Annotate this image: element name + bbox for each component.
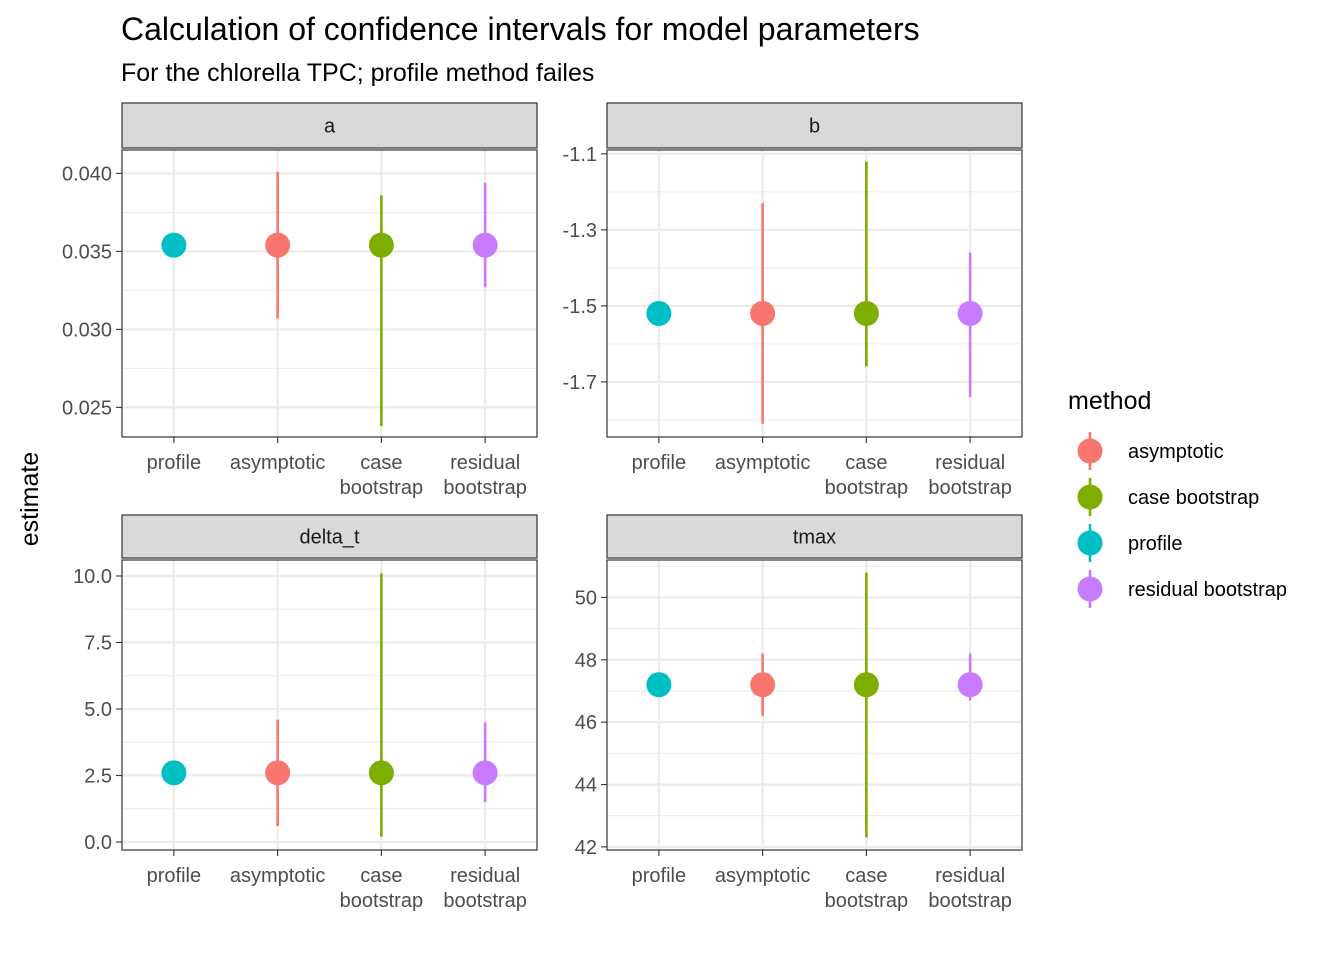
x-tick-label: residual bootstrap <box>443 865 526 912</box>
panel-background <box>607 560 1022 850</box>
facet-panels: a 0.025 0.030 0.035 0.040 profile asymptotic ca… <box>62 102 1023 912</box>
estimate-point-asymptotic <box>265 232 291 258</box>
x-tick-label: case bootstrap <box>825 452 908 499</box>
panel-border <box>606 559 1023 851</box>
facet-delta_t: delta_t 0.0 2.5 5.0 7.5 10.0 profile asymptotic… <box>73 514 538 912</box>
estimate-point-asymptotic <box>750 672 776 698</box>
panel-border <box>121 559 538 851</box>
x-tick-label: asymptotic <box>715 452 811 474</box>
x-tick-label: residual bootstrap <box>928 452 1011 499</box>
y-tick-label: 10.0 <box>73 566 112 588</box>
facet-a: a 0.025 0.030 0.035 0.040 profile asymptotic ca… <box>62 102 538 499</box>
legend-label: case bootstrap <box>1128 487 1259 509</box>
panel-background <box>122 150 537 437</box>
facet-strip-label: b <box>809 116 820 138</box>
estimate-point-profile <box>161 760 187 786</box>
estimate-point-residual-bootstrap <box>472 760 498 786</box>
y-tick-label: -1.5 <box>563 296 597 318</box>
panel-background <box>607 150 1022 437</box>
estimate-point-case-bootstrap <box>368 232 394 258</box>
legend: method asymptotic case bootstrap profile re… <box>1068 387 1287 608</box>
x-tick-label: asymptotic <box>230 452 326 474</box>
facet-strip <box>121 102 538 149</box>
y-tick-label: 0.030 <box>62 319 112 341</box>
y-tick-label: 50 <box>575 587 597 609</box>
x-tick-label: case bootstrap <box>340 452 423 499</box>
facet-strip <box>121 514 538 559</box>
facet-strip-label: a <box>324 116 336 138</box>
y-axis-title: estimate <box>16 452 44 546</box>
panel-background <box>122 560 537 850</box>
legend-key-point <box>1077 438 1103 464</box>
legend-key-point <box>1077 576 1103 602</box>
legend-title: method <box>1068 387 1151 415</box>
estimate-point-residual-bootstrap <box>472 232 498 258</box>
estimate-point-asymptotic <box>750 300 776 326</box>
x-tick-label: residual bootstrap <box>928 865 1011 912</box>
y-tick-label: -1.1 <box>563 144 597 166</box>
y-tick-label: 5.0 <box>84 699 112 721</box>
facet-strip-label: delta_t <box>299 527 359 549</box>
x-tick-label: asymptotic <box>230 865 326 887</box>
y-tick-label: 42 <box>575 837 597 859</box>
legend-label: profile <box>1128 533 1182 555</box>
legend-item-asymptotic: asymptotic <box>1077 432 1224 470</box>
y-tick-label: -1.3 <box>563 220 597 242</box>
chart-title: Calculation of confidence intervals for … <box>121 11 920 47</box>
estimate-point-profile <box>646 672 672 698</box>
legend-label: asymptotic <box>1128 441 1224 463</box>
estimate-point-asymptotic <box>265 760 291 786</box>
x-tick-label: residual bootstrap <box>443 452 526 499</box>
panel-border <box>121 149 538 438</box>
legend-item-profile: profile <box>1077 524 1182 562</box>
facet-strip <box>606 102 1023 149</box>
legend-label: residual bootstrap <box>1128 579 1287 601</box>
x-tick-label: profile <box>632 865 686 887</box>
legend-key-point <box>1077 484 1103 510</box>
y-tick-label: 0.035 <box>62 241 112 263</box>
facet-b: b -1.7 -1.5 -1.3 -1.1 profile asymptotic case bo… <box>563 102 1023 499</box>
legend-item-case-bootstrap: case bootstrap <box>1077 478 1259 516</box>
y-tick-label: 0.040 <box>62 163 112 185</box>
x-tick-label: asymptotic <box>715 865 811 887</box>
y-tick-label: 44 <box>575 775 597 797</box>
estimate-point-case-bootstrap <box>368 760 394 786</box>
x-tick-label: case bootstrap <box>340 865 423 912</box>
facet-strip-label: tmax <box>793 527 836 549</box>
estimate-point-case-bootstrap <box>853 300 879 326</box>
x-tick-label: case bootstrap <box>825 865 908 912</box>
facet-tmax: tmax 42 44 46 48 50 profile asymptotic case boots… <box>575 514 1023 912</box>
y-tick-label: 48 <box>575 650 597 672</box>
y-tick-label: 2.5 <box>84 766 112 788</box>
x-tick-label: profile <box>632 452 686 474</box>
panel-border <box>606 149 1023 438</box>
x-tick-label: profile <box>147 452 201 474</box>
legend-key-point <box>1077 530 1103 556</box>
chart-subtitle: For the chlorella TPC; profile method fa… <box>121 59 594 87</box>
estimate-point-residual-bootstrap <box>957 300 983 326</box>
legend-item-residual-bootstrap: residual bootstrap <box>1077 570 1287 608</box>
estimate-point-case-bootstrap <box>853 672 879 698</box>
estimate-point-residual-bootstrap <box>957 672 983 698</box>
y-tick-label: 7.5 <box>84 632 112 654</box>
y-tick-label: 46 <box>575 712 597 734</box>
estimate-point-profile <box>646 300 672 326</box>
y-tick-label: -1.7 <box>563 372 597 394</box>
facet-strip <box>606 514 1023 559</box>
y-tick-label: 0.025 <box>62 397 112 419</box>
y-tick-label: 0.0 <box>84 832 112 854</box>
estimate-point-profile <box>161 232 187 258</box>
x-tick-label: profile <box>147 865 201 887</box>
